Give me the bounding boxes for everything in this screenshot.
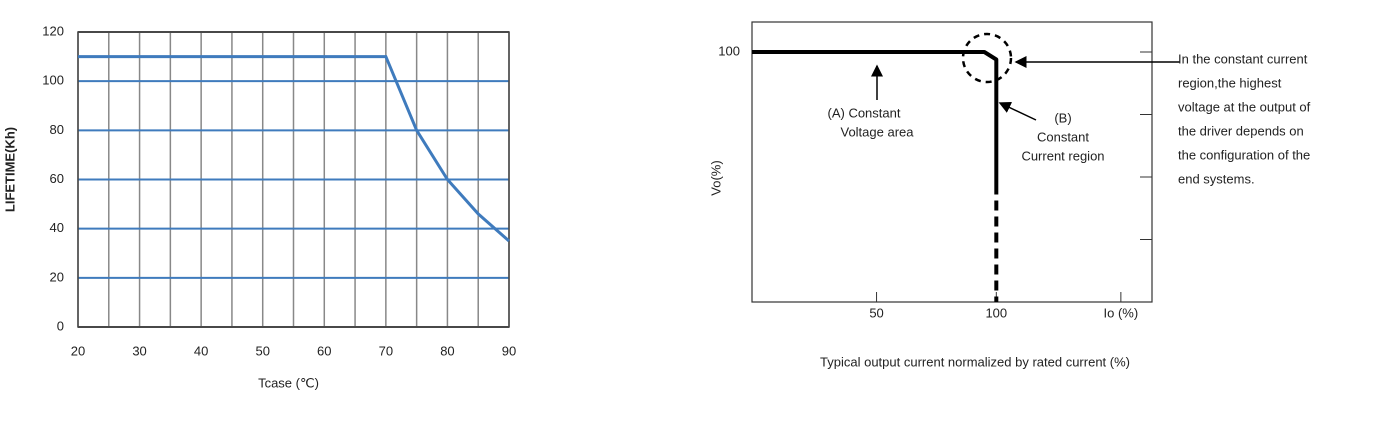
annotation: Constant bbox=[1037, 129, 1089, 144]
x-tick-label: 90 bbox=[502, 343, 516, 358]
x-tick-label: 60 bbox=[317, 343, 331, 358]
annotation: Voltage area bbox=[840, 124, 914, 139]
annotation: (A) Constant bbox=[828, 105, 901, 120]
annotation: Current region bbox=[1021, 148, 1104, 163]
x-tick-label: 80 bbox=[440, 343, 454, 358]
y-axis-label: Vo(%) bbox=[708, 160, 723, 195]
data-line bbox=[752, 50, 999, 185]
y-tick-label: 80 bbox=[50, 122, 64, 137]
x-axis-label: Tcase (℃) bbox=[258, 375, 319, 390]
side-note: In the constant current bbox=[1178, 51, 1308, 66]
highlight-circle bbox=[961, 32, 1013, 84]
y-tick-label: 60 bbox=[50, 171, 64, 186]
y-tick-label: 120 bbox=[42, 23, 64, 38]
x-tick-label: 50 bbox=[255, 343, 269, 358]
x-tick-label: 50 bbox=[869, 305, 883, 320]
y-tick-label: 20 bbox=[50, 269, 64, 284]
annotation: (B) bbox=[1054, 110, 1071, 125]
x-tick-label: 30 bbox=[132, 343, 146, 358]
x-axis-label: Typical output current normalized by rat… bbox=[820, 354, 1130, 369]
side-note: the configuration of the bbox=[1178, 147, 1310, 162]
x-tick-label: 20 bbox=[71, 343, 85, 358]
y-tick-label: 100 bbox=[718, 43, 740, 58]
x-tick-label: Io (%) bbox=[1104, 305, 1139, 320]
x-tick-label: 40 bbox=[194, 343, 208, 358]
x-tick-label: 70 bbox=[379, 343, 393, 358]
side-note: the driver depends on bbox=[1178, 123, 1304, 138]
side-note: voltage at the output of bbox=[1178, 99, 1311, 114]
plot-frame bbox=[751, 21, 1153, 303]
y-tick-label: 100 bbox=[42, 73, 64, 88]
arrow bbox=[998, 102, 1037, 121]
y-tick-label: 0 bbox=[57, 318, 64, 333]
y-axis-label: LIFETIME(Kh) bbox=[2, 127, 17, 212]
x-tick-label: 100 bbox=[985, 305, 1007, 320]
plot-frame bbox=[77, 31, 510, 328]
side-note: end systems. bbox=[1178, 171, 1255, 186]
side-note: region,the highest bbox=[1178, 75, 1282, 90]
y-tick-label: 40 bbox=[50, 220, 64, 235]
data-line bbox=[78, 55, 510, 243]
